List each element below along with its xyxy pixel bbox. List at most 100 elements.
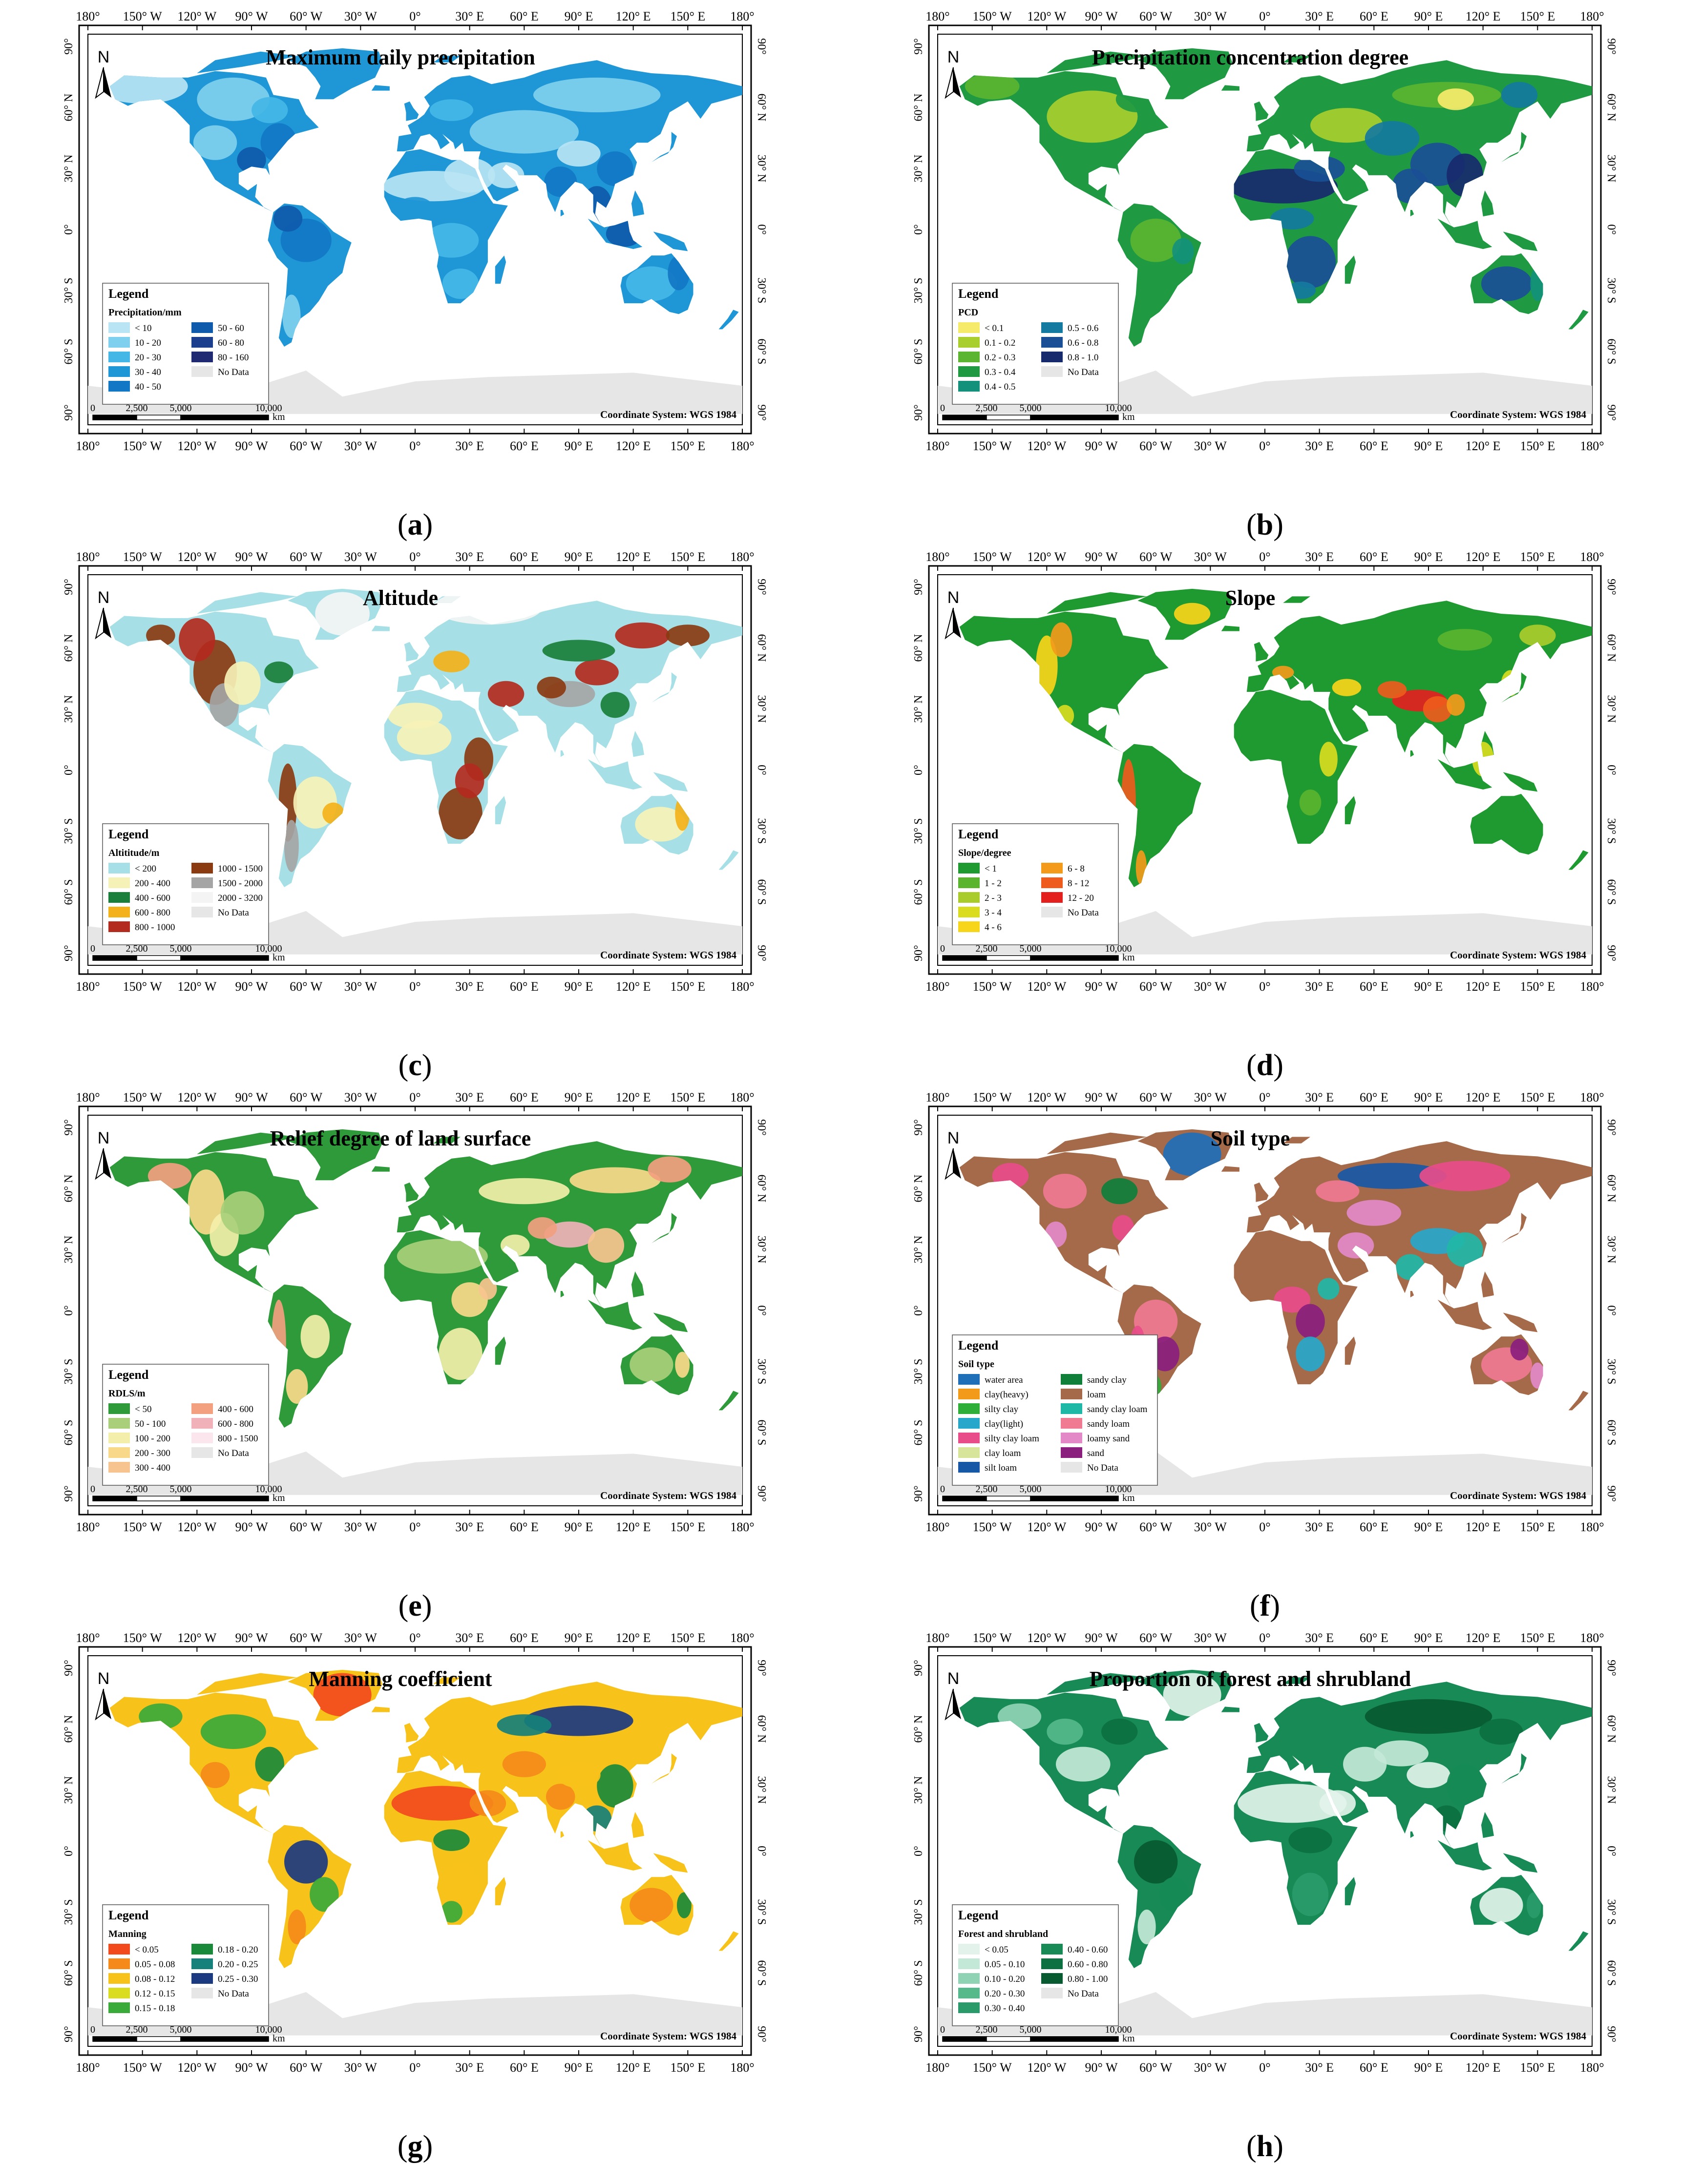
class-region	[502, 1751, 546, 1777]
legend-item-label: No Data	[1068, 367, 1099, 377]
lat-tick-label: 60° N	[912, 634, 925, 662]
lon-tick-label: 60° E	[1360, 1090, 1388, 1104]
lat-tick-label: 90°	[1605, 1485, 1617, 1502]
lon-tick-label: 30° E	[455, 9, 484, 23]
lon-tick-label: 90° W	[235, 1631, 268, 1645]
scale-unit: km	[273, 412, 285, 422]
scale-label: 10,000	[255, 1484, 282, 1495]
lon-tick-label: 60° W	[290, 1090, 322, 1104]
legend-item-label: < 1	[985, 864, 997, 874]
legend-swatch	[958, 1374, 980, 1385]
lat-tick-label: 60° N	[755, 634, 768, 662]
lon-tick-label: 90° W	[235, 9, 268, 23]
legend-swatch	[1041, 892, 1063, 903]
lon-tick-label: 60° W	[290, 439, 322, 453]
class-region	[429, 99, 474, 121]
lon-tick-label: 150° W	[123, 9, 162, 23]
lon-tick-label: 150° E	[670, 979, 705, 994]
legend-swatch	[191, 1973, 213, 1984]
legend: Legend Altititude/m < 200 200 - 400 400 - 60…	[102, 823, 269, 945]
scale-label: 0	[940, 403, 945, 414]
lon-tick-label: 30° W	[344, 439, 377, 453]
lat-tick-label: 90°	[63, 579, 75, 595]
lat-tick-label: 60° N	[63, 1175, 75, 1203]
legend-swatch	[191, 352, 213, 362]
lon-tick-label: 150° E	[1520, 550, 1555, 564]
map-title: Precipitation concentration degree	[1092, 45, 1408, 69]
lon-tick-label: 60° E	[510, 9, 539, 23]
lat-tick-label: 30° S	[755, 278, 768, 304]
class-region	[1419, 1161, 1511, 1191]
lon-tick-label: 60° E	[1360, 1520, 1388, 1534]
scale-label: 5,000	[1020, 943, 1042, 954]
lon-tick-label: 90° E	[1414, 1090, 1443, 1104]
lon-tick-label: 150° W	[973, 439, 1012, 453]
lat-tick-label: 60° N	[1605, 634, 1617, 662]
legend-subtitle: Soil type	[958, 1359, 994, 1370]
lat-tick-label: 0°	[1605, 765, 1617, 775]
class-region	[544, 1221, 595, 1248]
legend-item-label: 12 - 20	[1068, 893, 1094, 903]
lat-tick-label: 90°	[1605, 2026, 1617, 2042]
lon-tick-label: 30° W	[344, 979, 377, 994]
lon-tick-label: 60° W	[1139, 9, 1172, 23]
class-region	[193, 125, 237, 160]
legend-title: Legend	[108, 1908, 149, 1922]
coordinate-system: Coordinate System: WGS 1984	[600, 409, 737, 420]
legend-swatch	[108, 892, 130, 903]
lat-tick-label: 60° S	[63, 339, 75, 365]
class-region	[1050, 622, 1072, 657]
lon-tick-label: 60° E	[510, 439, 539, 453]
class-region	[1172, 238, 1194, 265]
legend-subtitle: Forest and shrubland	[958, 1929, 1048, 1939]
legend-item-label: 30 - 40	[135, 367, 161, 377]
panel-caption: (g)	[397, 2130, 433, 2163]
legend-swatch	[958, 1447, 980, 1458]
legend-swatch	[108, 907, 130, 917]
class-region	[1332, 679, 1362, 696]
legend-item-label: water area	[985, 1375, 1023, 1385]
legend-swatch	[958, 2002, 980, 2013]
lon-tick-label: 180°	[1580, 1631, 1604, 1645]
map-title: Maximum daily precipitation	[266, 45, 535, 69]
lon-tick-label: 150° W	[123, 1631, 162, 1645]
lon-tick-label: 150° E	[1520, 9, 1555, 23]
lat-tick-label: 30° S	[755, 1899, 768, 1925]
class-region	[1346, 1200, 1402, 1226]
legend-item-label: 80 - 160	[218, 353, 249, 363]
lat-tick-label: 90°	[755, 1119, 768, 1136]
lon-tick-label: 150° W	[123, 1520, 162, 1534]
scale-label: 2,500	[976, 403, 998, 414]
lon-tick-label: 30° E	[1305, 979, 1334, 994]
class-region	[273, 206, 303, 232]
legend-item-label: 50 - 60	[218, 323, 244, 333]
class-region	[1101, 1718, 1138, 1745]
legend-swatch	[958, 863, 980, 874]
lat-tick-label: 60° N	[63, 1715, 75, 1743]
coordinate-system: Coordinate System: WGS 1984	[1450, 409, 1587, 420]
lon-tick-label: 150° W	[973, 1631, 1012, 1645]
lat-tick-label: 0°	[912, 765, 925, 775]
legend-item-label: 0.1 - 0.2	[985, 338, 1015, 348]
lon-tick-label: 90° E	[565, 1090, 593, 1104]
lat-tick-label: 60° N	[755, 94, 768, 122]
class-region	[1296, 1336, 1325, 1372]
lon-tick-label: 30° W	[1194, 1520, 1227, 1534]
lat-tick-label: 0°	[1605, 1846, 1617, 1856]
class-region	[451, 1282, 488, 1317]
lon-tick-label: 120° W	[1027, 1631, 1066, 1645]
class-region	[1238, 1248, 1329, 1278]
lat-tick-label: 90°	[1605, 1119, 1617, 1136]
map-panel-a: 180° 180° 150° W 150° W 120° W 120° W 90° W 90°…	[34, 5, 796, 550]
legend-title: Legend	[958, 827, 999, 841]
class-region	[542, 640, 615, 662]
map-panel-b: 180° 180° 150° W 150° W 120° W 120° W 90° W 90°…	[884, 5, 1646, 550]
lat-tick-label: 0°	[1605, 1305, 1617, 1316]
class-region	[1036, 635, 1058, 696]
lat-tick-label: 0°	[912, 1305, 925, 1316]
legend-swatch	[1061, 1389, 1082, 1399]
lon-tick-label: 90° W	[1085, 1631, 1118, 1645]
lon-tick-label: 30° W	[1194, 9, 1227, 23]
lat-tick-label: 60° S	[63, 1420, 75, 1446]
